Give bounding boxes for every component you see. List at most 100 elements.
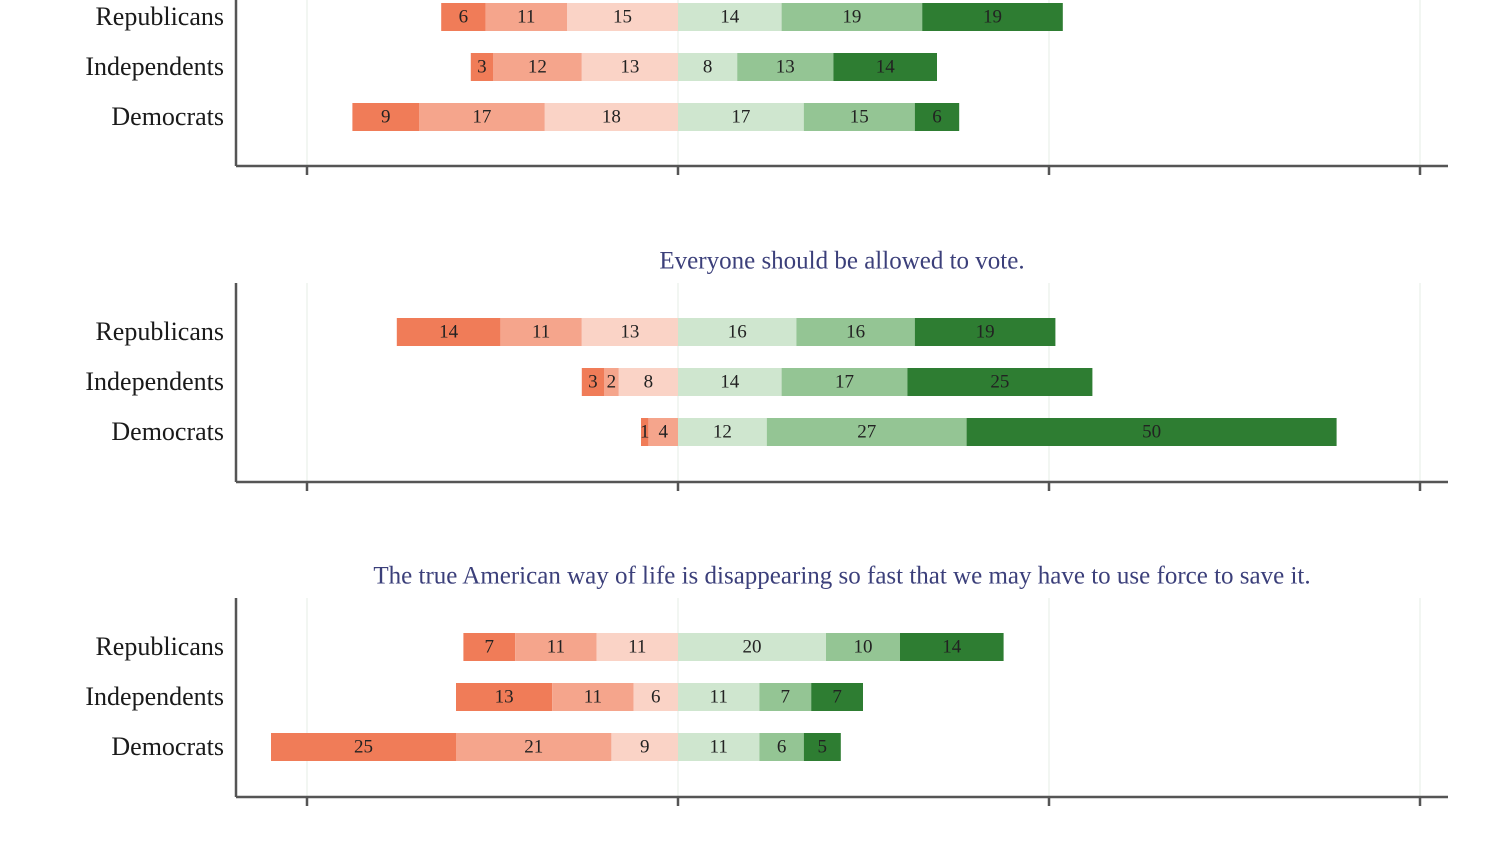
segment-value-label: 14 [720,371,740,392]
row-label: Independents [85,52,224,81]
bar-segment [271,733,456,761]
bar-segment [544,103,678,131]
segment-value-label: 15 [613,6,632,27]
bar-segment [811,683,863,711]
bar-segment [456,733,612,761]
segment-value-label: 14 [876,56,896,77]
segment-value-label: 16 [728,321,747,342]
bar-segment [803,733,841,761]
row-label: Independents [85,367,224,396]
bar-segment [596,633,678,661]
bar-segment [678,3,782,31]
chart-panel-1: Republicans 6 11 15 14 19 19 Independents 3 12 13 8… [85,0,1448,175]
segment-value-label: 25 [990,371,1009,392]
segment-value-label: 19 [983,6,1002,27]
segment-value-label: 11 [710,686,728,707]
segment-value-label: 13 [620,56,639,77]
bar-segment [781,368,908,396]
bar-segment [759,733,804,761]
chart-title: The true American way of life is disappe… [373,563,1310,590]
bar-segment [966,418,1337,446]
segment-value-label: 1 [640,421,650,442]
bar-segment [826,633,900,661]
bar-segment [678,733,760,761]
row-label: Republicans [95,632,224,661]
segment-value-label: 19 [976,321,995,342]
segment-value-label: 11 [532,321,550,342]
bar-segment [900,633,1004,661]
segment-value-label: 11 [584,686,602,707]
segment-value-label: 14 [439,321,459,342]
row-label: Independents [85,682,224,711]
bar-segment [493,53,582,81]
segment-value-label: 7 [781,686,791,707]
segment-value-label: 9 [381,106,391,127]
segment-value-label: 11 [710,736,728,757]
row-label: Republicans [95,2,224,31]
segment-value-label: 15 [850,106,869,127]
bar-segment [515,633,597,661]
bar-segment [618,368,678,396]
bar-segment [485,3,567,31]
segment-value-label: 8 [644,371,654,392]
bar-segment [611,733,678,761]
segment-value-label: 5 [818,736,828,757]
bar-segment [737,53,834,81]
bar-segment [604,368,619,396]
segment-value-label: 27 [857,421,876,442]
segment-value-label: 7 [485,636,495,657]
segment-value-label: 11 [547,636,565,657]
bar-segment [678,633,826,661]
bar-segment [441,3,486,31]
bar-segment [419,103,545,131]
segment-value-label: 6 [777,736,787,757]
bar-segment [633,683,678,711]
segment-value-label: 20 [743,636,762,657]
bar-segment [641,418,649,446]
segment-value-label: 16 [846,321,865,342]
bar-segment [766,418,967,446]
bar-segment [796,318,915,346]
bar-segment [470,53,493,81]
bar-segment [678,368,782,396]
row-label: Democrats [111,732,224,761]
bar-segment [396,318,501,346]
segment-value-label: 17 [472,106,491,127]
bar-segment [581,368,604,396]
row-label: Democrats [111,102,224,131]
bar-segment [803,103,915,131]
segment-value-label: 6 [651,686,661,707]
bar-segment [781,3,923,31]
bar-segment [922,3,1063,31]
bar-segment [352,103,419,131]
segment-value-label: 12 [528,56,547,77]
bar-segment [648,418,678,446]
bar-segment [678,103,804,131]
segment-value-label: 6 [932,106,942,127]
segment-value-label: 13 [495,686,514,707]
segment-value-label: 6 [459,6,469,27]
bar-segment [907,368,1093,396]
bar-segment [581,318,678,346]
segment-value-label: 10 [854,636,873,657]
segment-value-label: 12 [713,421,732,442]
segment-value-label: 50 [1142,421,1161,442]
bar-segment [581,53,678,81]
segment-value-label: 9 [640,736,650,757]
segment-value-label: 3 [588,371,598,392]
bar-segment [759,683,812,711]
bar-segment [678,53,738,81]
bar-segment [678,683,760,711]
chart-title: Everyone should be allowed to vote. [659,248,1024,275]
bar-segment [500,318,582,346]
segment-value-label: 8 [703,56,713,77]
segment-value-label: 14 [942,636,962,657]
segment-value-label: 17 [731,106,750,127]
segment-value-label: 7 [832,686,842,707]
bar-segment [833,53,937,81]
segment-value-label: 4 [658,421,668,442]
segment-value-label: 19 [842,6,861,27]
segment-value-label: 2 [607,371,617,392]
row-label: Democrats [111,417,224,446]
